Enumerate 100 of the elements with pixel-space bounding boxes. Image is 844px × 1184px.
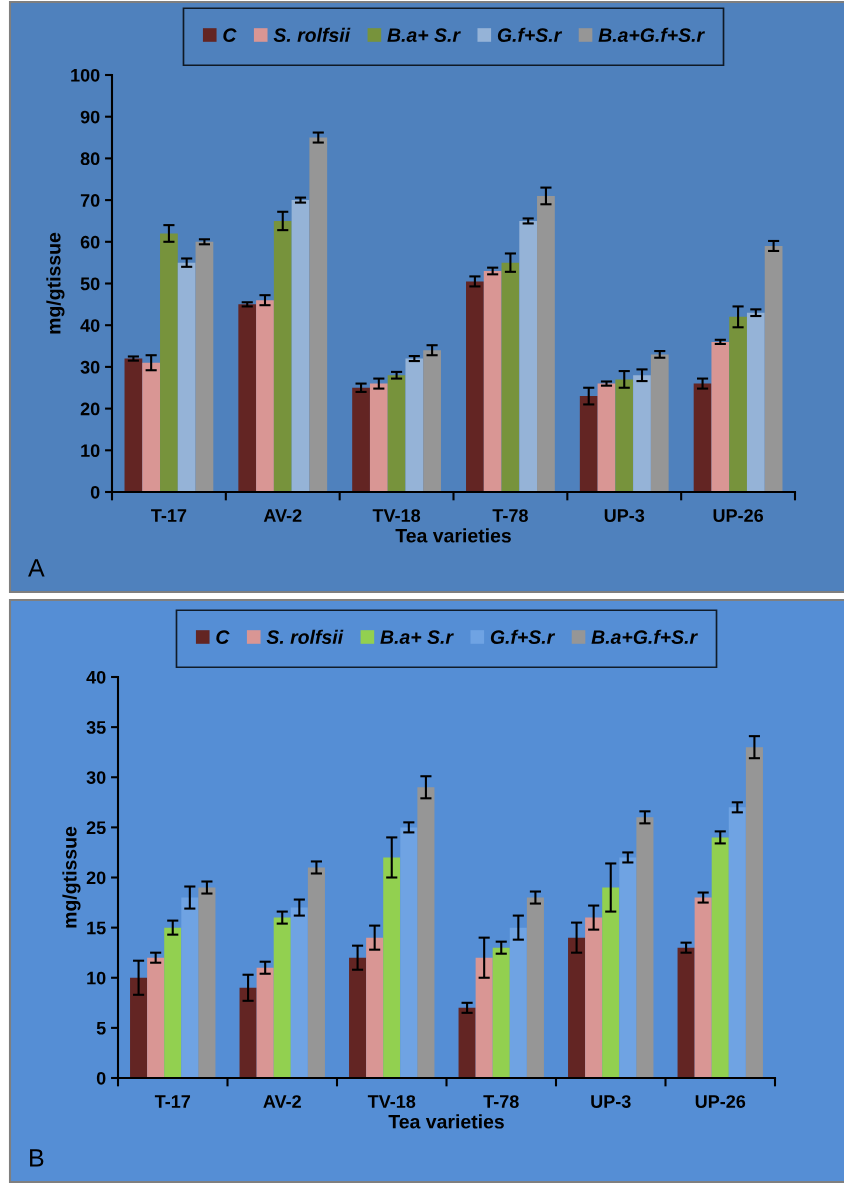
bar (130, 977, 148, 1078)
bar (466, 281, 484, 492)
bar (383, 857, 401, 1078)
bar (568, 937, 586, 1078)
bar (711, 341, 730, 492)
bar (369, 383, 388, 492)
y-tick-label: 20 (86, 871, 106, 885)
bar (602, 887, 620, 1078)
y-tick-label: 10 (87, 971, 106, 985)
legend-label: S. rolfsii (273, 27, 351, 42)
x-tick-label: T-17 (151, 509, 187, 522)
bar (124, 358, 143, 492)
legend-label: B.a+ S.r (387, 28, 461, 42)
bar (728, 807, 746, 1078)
bar (181, 897, 199, 1078)
bar (597, 383, 616, 492)
bar (164, 927, 182, 1078)
y-tick-label: 15 (87, 921, 106, 935)
y-axis-title: mg/gtissue (46, 232, 65, 334)
bar (483, 270, 502, 492)
x-tick-label: UP-3 (591, 1095, 631, 1108)
bar (729, 316, 747, 492)
x-tick-label: AV-2 (263, 509, 302, 522)
bar (633, 375, 651, 492)
y-tick-label: 35 (86, 721, 106, 734)
bar (147, 957, 165, 1078)
y-tick-label: 0 (96, 1071, 106, 1085)
x-axis-title: Tea varieties (388, 1114, 504, 1129)
bar (387, 375, 406, 492)
bar (291, 200, 310, 492)
y-tick-label: 100 (71, 68, 100, 82)
bar (585, 917, 603, 1078)
x-tick-label: UP-26 (713, 509, 764, 522)
bar (256, 967, 274, 1078)
legend-label: S. rolfsii (266, 629, 344, 644)
text: B (30, 1149, 44, 1167)
y-tick-label: 5 (96, 1022, 106, 1035)
legend-label: B.a+G.f+S.r (598, 27, 705, 42)
bar (273, 917, 291, 1078)
bar (423, 350, 441, 492)
y-axis-title: mg/gtissue (62, 826, 81, 928)
bar (400, 827, 418, 1078)
x-tick-label: T-78 (492, 509, 528, 522)
bar (619, 857, 637, 1078)
bar (290, 907, 308, 1078)
x-tick-label: TV-18 (372, 509, 421, 522)
bar (501, 262, 520, 492)
bar (509, 927, 527, 1078)
bar (198, 887, 216, 1078)
bar (746, 312, 765, 492)
x-axis-title: Tea varieties (395, 528, 511, 543)
bar (177, 262, 196, 492)
legend-label: C (223, 28, 237, 42)
bar (519, 220, 538, 492)
x-tick-label: T-17 (154, 1095, 191, 1108)
x-tick-label: TV-18 (367, 1095, 416, 1108)
x-tick-label: T-78 (483, 1095, 519, 1108)
legend-label: B.a+ S.r (380, 630, 454, 644)
bar (160, 233, 178, 492)
y-tick-label: 0 (90, 485, 100, 499)
bar (677, 947, 695, 1078)
y-tick-label: 25 (86, 821, 106, 835)
bar (417, 787, 435, 1078)
bar (352, 387, 370, 492)
bar (615, 379, 634, 492)
y-tick-label: 40 (80, 319, 100, 332)
y-tick-label: 20 (80, 402, 100, 416)
legend-label: B.a+G.f+S.r (591, 629, 698, 644)
bar (537, 195, 555, 492)
bar (405, 358, 424, 492)
bar (650, 354, 669, 492)
bar (273, 220, 292, 492)
bar (694, 897, 712, 1078)
y-tick-label: 10 (81, 444, 100, 458)
y-tick-label: 90 (80, 110, 100, 124)
bar (745, 747, 763, 1078)
bar (636, 817, 654, 1078)
bar (195, 241, 214, 492)
legend-label: G.f+S.r (497, 27, 563, 42)
bar (526, 897, 544, 1078)
y-tick-label: 40 (86, 670, 106, 684)
bar (349, 957, 367, 1078)
legend-label: C (216, 630, 230, 644)
bar (238, 304, 257, 492)
y-tick-label: 70 (80, 194, 100, 207)
bar (579, 396, 598, 492)
bar (475, 957, 493, 1078)
legend-label: G.f+S.r (490, 629, 556, 644)
x-tick-label: UP-3 (604, 509, 645, 522)
y-tick-label: 50 (80, 277, 100, 291)
bar (366, 937, 384, 1078)
x-tick-label: UP-26 (695, 1095, 746, 1108)
bar (239, 987, 257, 1078)
text: A (28, 559, 45, 577)
bar (256, 300, 274, 492)
x-tick-label: AV-2 (263, 1095, 301, 1108)
bar (764, 245, 783, 492)
y-tick-label: 30 (86, 771, 106, 784)
bar (492, 947, 510, 1078)
bar (309, 137, 328, 492)
